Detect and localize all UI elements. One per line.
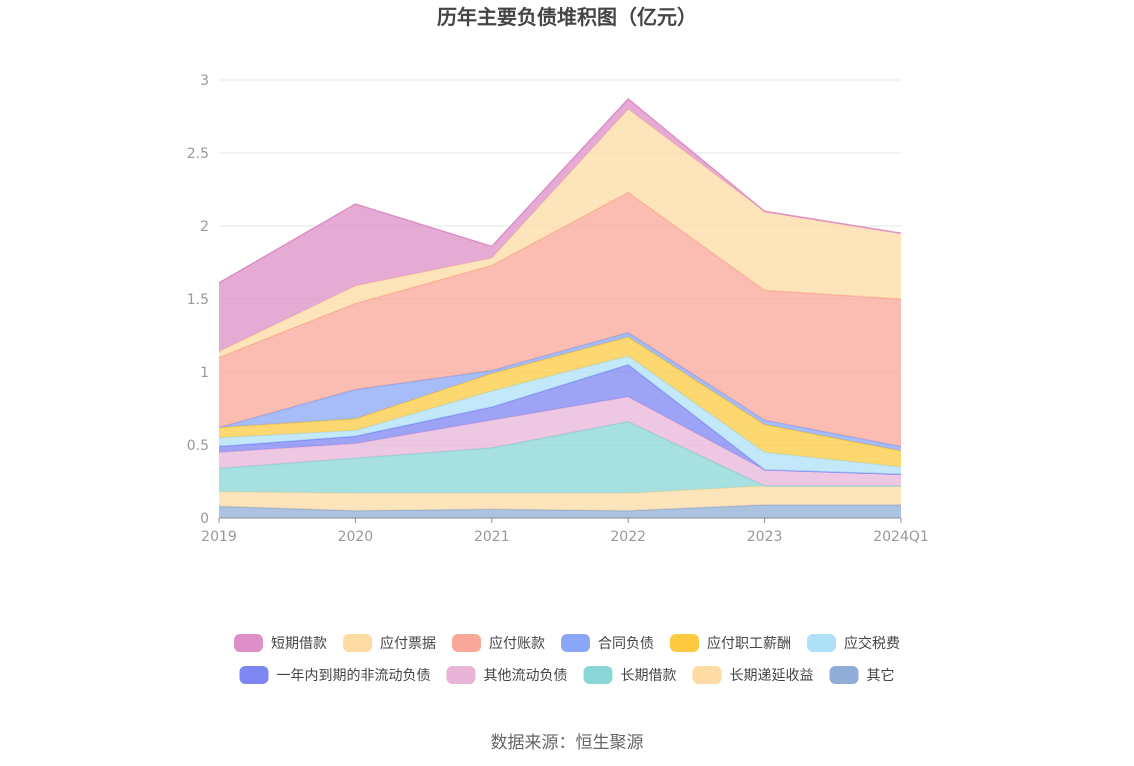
area-1 [219,485,901,511]
legend-swatch [446,666,476,684]
legend-label: 应付职工薪酬 [707,635,791,652]
legend-item[interactable]: 其他流动负债 [446,666,568,684]
legend-label: 应付账款 [489,635,545,652]
legend-label: 应付票据 [380,635,436,652]
x-tick-label: 2021 [474,529,510,545]
x-tick-label: 2023 [747,529,783,545]
legend-item[interactable]: 合同负债 [561,634,654,652]
legend-swatch [692,666,722,684]
axes: 0 0.5 1 1.5 2 2.5 3 2019 2020 2021 2022 2023 2024Q1 [187,73,929,545]
legend-swatch [343,634,372,652]
legend-swatch [234,634,263,652]
x-tick-label: 2024Q1 [873,529,929,545]
legend-item[interactable]: 长期递延收益 [692,666,814,684]
legend-swatch [452,634,481,652]
legend-swatch [561,634,590,652]
legend-item[interactable]: 短期借款 [234,634,327,652]
area-0 [219,504,901,518]
y-tick-label: 2.5 [187,146,209,162]
area-7 [219,332,901,451]
legend-item[interactable]: 应付账款 [452,634,545,652]
y-tick-label: 0.5 [187,438,209,454]
y-tick-label: 2 [200,219,209,235]
legend-swatch [829,666,859,684]
area-9 [219,109,901,358]
legend-item[interactable]: 其它 [829,666,895,684]
legend-swatch [807,634,836,652]
legend-item[interactable]: 应付职工薪酬 [670,634,791,652]
y-tick-label: 1.5 [187,292,209,308]
area-4 [219,364,901,475]
y-tick-label: 1 [200,365,209,381]
area-5 [219,355,901,475]
legend-label: 长期递延收益 [730,668,814,684]
area-edge-10 [218,97,902,284]
legend-swatch [670,634,699,652]
legend-label: 一年内到期的非流动负债 [277,668,431,684]
x-tick-label: 2022 [610,529,646,545]
y-tick-label: 0 [200,511,209,527]
legend-label: 合同负债 [598,636,654,652]
legend-label: 其它 [867,667,895,684]
y-tick-label: 3 [200,73,209,89]
legend-item[interactable]: 一年内到期的非流动负债 [239,666,431,684]
x-tick-label: 2020 [338,529,374,545]
legend-item[interactable]: 应交税费 [807,634,900,652]
legend-swatch [583,666,613,684]
area-6 [219,336,901,467]
legend-label: 长期借款 [621,668,677,684]
x-tick-label: 2019 [201,529,237,545]
area-2 [219,421,901,494]
chart-title: 历年主要负债堆积图（亿元） [437,5,697,29]
legend-item[interactable]: 应付票据 [343,634,436,652]
legend-label: 应交税费 [844,635,900,652]
area-10 [219,98,901,352]
area-3 [219,396,901,486]
legend-swatch [239,666,269,684]
legend-item[interactable]: 长期借款 [583,666,677,684]
area-8 [219,192,901,447]
legend-label: 其他流动负债 [484,668,568,684]
area-series [218,97,902,518]
data-source: 数据来源：恒生聚源 [490,733,644,753]
legend-label: 短期借款 [271,636,327,652]
